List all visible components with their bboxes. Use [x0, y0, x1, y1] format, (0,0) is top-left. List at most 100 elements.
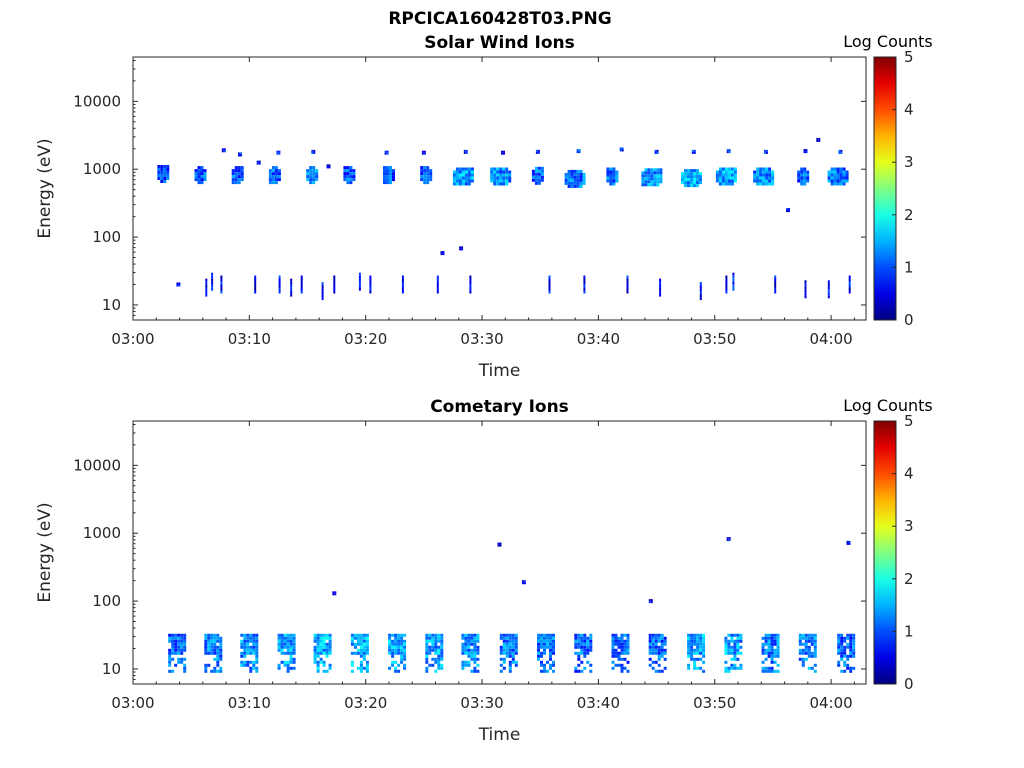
data-cell — [490, 170, 494, 174]
data-cell — [606, 179, 610, 183]
data-cell — [611, 648, 615, 652]
data-cell — [583, 278, 586, 282]
data-cell — [763, 149, 766, 152]
data-cell — [464, 648, 468, 652]
data-cell — [391, 639, 395, 643]
data-cell — [277, 645, 281, 649]
data-cell — [660, 642, 664, 646]
data-cell — [768, 182, 772, 186]
data-cell — [315, 169, 319, 173]
data-blob — [848, 275, 851, 294]
data-cell — [623, 651, 627, 655]
data-cell — [458, 179, 462, 183]
data-cell — [440, 663, 444, 667]
data-cell — [687, 181, 690, 185]
data-cell — [849, 666, 853, 670]
data-cell — [365, 639, 369, 643]
data-cell — [830, 179, 834, 183]
data-cell — [583, 651, 587, 655]
data-cell — [183, 639, 187, 643]
data-cell — [765, 176, 769, 180]
data-cell — [246, 651, 250, 655]
data-cell — [255, 660, 259, 664]
data-cell — [648, 663, 652, 667]
data-cell — [256, 162, 259, 165]
data-cell — [497, 544, 500, 547]
data-cell — [237, 178, 241, 182]
data-cell — [615, 179, 619, 183]
data-cell — [606, 176, 610, 180]
data-cell — [543, 645, 546, 649]
data-cell — [702, 642, 706, 646]
data-cell — [654, 651, 658, 655]
data-cell — [651, 645, 655, 649]
data-blob — [583, 275, 586, 294]
data-cell — [493, 176, 497, 180]
data-cell — [807, 666, 811, 670]
data-cell — [651, 660, 655, 664]
data-blob — [254, 275, 257, 294]
data-cell — [312, 181, 316, 185]
data-cell — [690, 651, 694, 655]
data-cell — [641, 180, 645, 184]
data-cell — [804, 295, 807, 299]
data-cell — [219, 657, 223, 661]
data-cell — [718, 176, 722, 180]
data-cell — [579, 184, 583, 188]
data-cell — [246, 663, 250, 667]
data-cell — [765, 149, 768, 152]
data-blob — [574, 633, 593, 673]
data-cell — [508, 179, 512, 183]
data-cell — [696, 651, 700, 655]
data-cell — [614, 654, 618, 658]
data-cell — [813, 663, 817, 667]
data-cell — [216, 669, 220, 673]
y-tick-label: 100 — [92, 228, 121, 246]
x-tick-label: 04:00 — [809, 694, 852, 712]
data-cell — [166, 177, 170, 180]
data-cell — [849, 639, 853, 643]
data-cell — [804, 286, 807, 290]
data-cell — [626, 651, 630, 655]
data-cell — [852, 639, 856, 643]
data-cell — [200, 172, 204, 176]
data-cell — [620, 639, 624, 643]
data-cell — [278, 290, 281, 294]
data-cell — [391, 663, 395, 667]
data-cell — [626, 287, 629, 291]
data-cell — [322, 639, 326, 643]
data-cell — [425, 660, 429, 664]
data-cell — [837, 633, 841, 637]
data-cell — [470, 651, 474, 655]
data-cell — [290, 284, 293, 288]
data-cell — [207, 642, 211, 646]
data-cell — [425, 669, 429, 673]
data-cell — [702, 636, 706, 640]
data-cell — [827, 292, 830, 296]
data-cell — [328, 166, 331, 169]
data-cell — [651, 636, 655, 640]
data-cell — [657, 636, 661, 640]
data-cell — [693, 151, 696, 154]
data-cell — [470, 633, 474, 637]
data-cell — [579, 181, 583, 185]
data-cell — [801, 636, 805, 640]
data-cell — [358, 287, 361, 291]
data-cell — [702, 648, 706, 652]
data-cell — [464, 633, 468, 637]
data-cell — [846, 654, 850, 658]
data-cell — [319, 651, 323, 655]
data-cell — [773, 648, 777, 652]
data-cell — [647, 180, 651, 184]
data-cell — [654, 669, 658, 673]
data-cell — [546, 633, 549, 637]
data-cell — [268, 172, 272, 176]
data-cell — [776, 648, 780, 652]
data-cell — [397, 648, 401, 652]
data-cell — [654, 642, 658, 646]
data-cell — [428, 639, 432, 643]
data-cell — [549, 657, 552, 661]
data-cell — [246, 645, 250, 649]
data-cell — [836, 173, 840, 177]
data-cell — [461, 167, 465, 171]
